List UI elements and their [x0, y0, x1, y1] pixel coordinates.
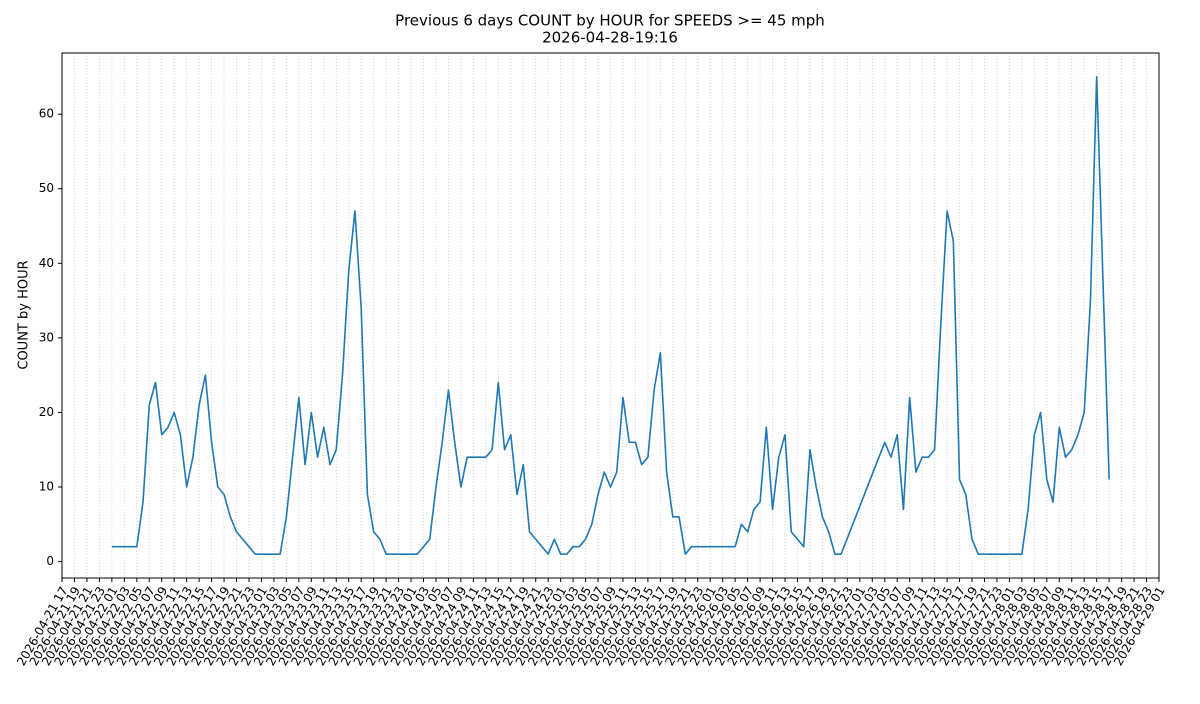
y-tick-label: 0: [46, 554, 54, 568]
plot-frame: [61, 52, 1160, 579]
y-tick-label: 20: [39, 405, 54, 419]
y-tick-label: 30: [39, 330, 54, 344]
y-tick-label: 10: [39, 480, 54, 494]
y-tick-label: 50: [39, 181, 54, 195]
y-tick-label: 40: [39, 256, 54, 270]
plot: [111, 76, 1110, 555]
chart-title: Previous 6 days COUNT by HOUR for SPEEDS…: [395, 12, 825, 30]
line: [111, 76, 1110, 555]
chart-subtitle: 2026-04-28-19:16: [542, 29, 678, 47]
y-axis-label: COUNT by HOUR: [17, 260, 32, 369]
y-tick-label: 60: [39, 107, 54, 121]
